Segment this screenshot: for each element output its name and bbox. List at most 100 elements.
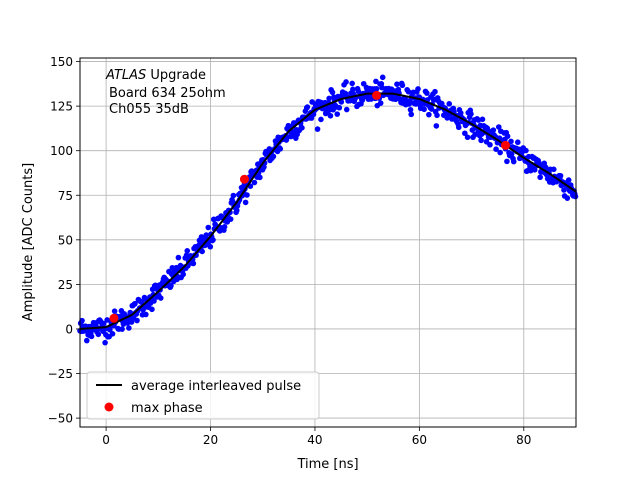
sample-points	[77, 74, 579, 346]
x-ticks: 0 20 40 60 80	[102, 427, 531, 447]
sample-point	[270, 153, 277, 160]
sample-point	[304, 104, 311, 110]
sample-point	[424, 90, 430, 96]
x-tick-label-3: 60	[412, 433, 427, 447]
sample-point	[537, 174, 543, 181]
y-tick-label-1: −25	[48, 367, 73, 381]
legend-max-phase-swatch	[104, 402, 114, 412]
sample-point	[493, 146, 499, 152]
max-phase-point-2	[372, 90, 382, 100]
x-tick-label-2: 40	[307, 433, 322, 447]
sample-point	[479, 116, 486, 123]
sample-point	[230, 192, 237, 199]
sample-point	[432, 88, 438, 95]
sample-point	[504, 158, 510, 165]
legend-average-label: average interleaved pulse	[131, 379, 301, 394]
sample-point	[428, 106, 435, 112]
sample-point	[421, 106, 427, 113]
sample-point	[314, 126, 321, 132]
sample-point	[199, 248, 205, 255]
average-pulse-polyline	[79, 92, 577, 330]
y-tick-label-2: 0	[65, 322, 73, 336]
x-axis-label: Time [ns]	[296, 457, 358, 472]
sample-point	[83, 337, 90, 344]
annotation-line-2: Board 634 25ohm	[109, 86, 226, 101]
sample-point	[342, 90, 349, 97]
sample-point	[184, 248, 191, 254]
sample-point	[495, 124, 502, 130]
max-phase-points	[109, 90, 511, 323]
sample-point	[497, 149, 503, 156]
sample-point	[143, 311, 149, 318]
sample-point	[407, 106, 414, 113]
sample-point	[408, 111, 415, 118]
sample-point	[132, 300, 138, 307]
sample-point	[490, 127, 497, 133]
sample-point	[168, 282, 174, 289]
sample-point	[457, 110, 464, 116]
sample-point	[190, 260, 197, 267]
annotation-line-3: Ch055 35dB	[109, 102, 189, 117]
annotation-atlas: ATLAS	[105, 68, 146, 83]
sample-point	[394, 81, 400, 87]
y-tick-label-5: 75	[58, 189, 73, 203]
sample-point	[377, 100, 384, 106]
sample-point	[257, 174, 263, 181]
sample-point	[157, 295, 164, 301]
sample-point	[405, 88, 412, 95]
sample-point	[233, 207, 240, 214]
sample-point	[336, 104, 343, 111]
y-tick-label-6: 100	[50, 144, 73, 158]
sample-point	[109, 331, 116, 337]
y-tick-label-0: −50	[48, 412, 73, 426]
sample-point	[79, 317, 85, 324]
sample-point	[565, 177, 572, 183]
sample-point	[95, 331, 102, 338]
sample-point	[207, 243, 214, 250]
legend: average interleaved pulse max phase	[86, 371, 320, 420]
plot-frame	[79, 57, 577, 428]
x-tick-label-0: 0	[102, 433, 110, 447]
x-tick-label-4: 80	[516, 433, 531, 447]
sample-point	[531, 166, 538, 173]
sample-point	[343, 79, 349, 85]
sample-point	[142, 296, 148, 302]
sample-point	[510, 158, 517, 165]
sample-point	[572, 193, 579, 200]
sample-point	[318, 116, 324, 123]
sample-point	[329, 89, 336, 96]
sample-point	[464, 134, 471, 141]
sample-point	[379, 74, 386, 81]
sample-point	[415, 86, 421, 92]
sample-point	[126, 325, 132, 331]
sample-point	[399, 82, 406, 89]
sample-point	[468, 111, 474, 117]
sample-point	[102, 339, 108, 346]
sample-point	[221, 224, 228, 230]
sample-point	[433, 123, 440, 129]
y-tick-label-7: 125	[50, 100, 73, 114]
sample-point	[119, 326, 125, 332]
sample-point	[327, 112, 334, 119]
sample-point	[564, 195, 571, 201]
annotation-upgrade: Upgrade	[146, 68, 206, 83]
sample-point	[508, 138, 514, 145]
sample-point	[557, 172, 564, 179]
sample-point	[373, 78, 379, 85]
sample-point	[373, 86, 380, 92]
x-tick-label-1: 20	[203, 433, 218, 447]
sample-point	[100, 320, 107, 327]
sample-point	[326, 95, 332, 102]
sample-point	[349, 80, 355, 87]
y-tick-label-8: 150	[50, 55, 73, 69]
sample-point	[134, 317, 140, 324]
sample-point	[111, 308, 118, 314]
y-axis-label: Amplitude [ADC Counts]	[21, 163, 36, 321]
sample-point	[277, 146, 284, 152]
annotation-line-1: ATLAS Upgrade	[105, 68, 206, 83]
sample-point	[455, 124, 462, 131]
sample-point	[478, 137, 484, 144]
sample-point	[434, 112, 440, 119]
sample-point	[203, 232, 210, 238]
